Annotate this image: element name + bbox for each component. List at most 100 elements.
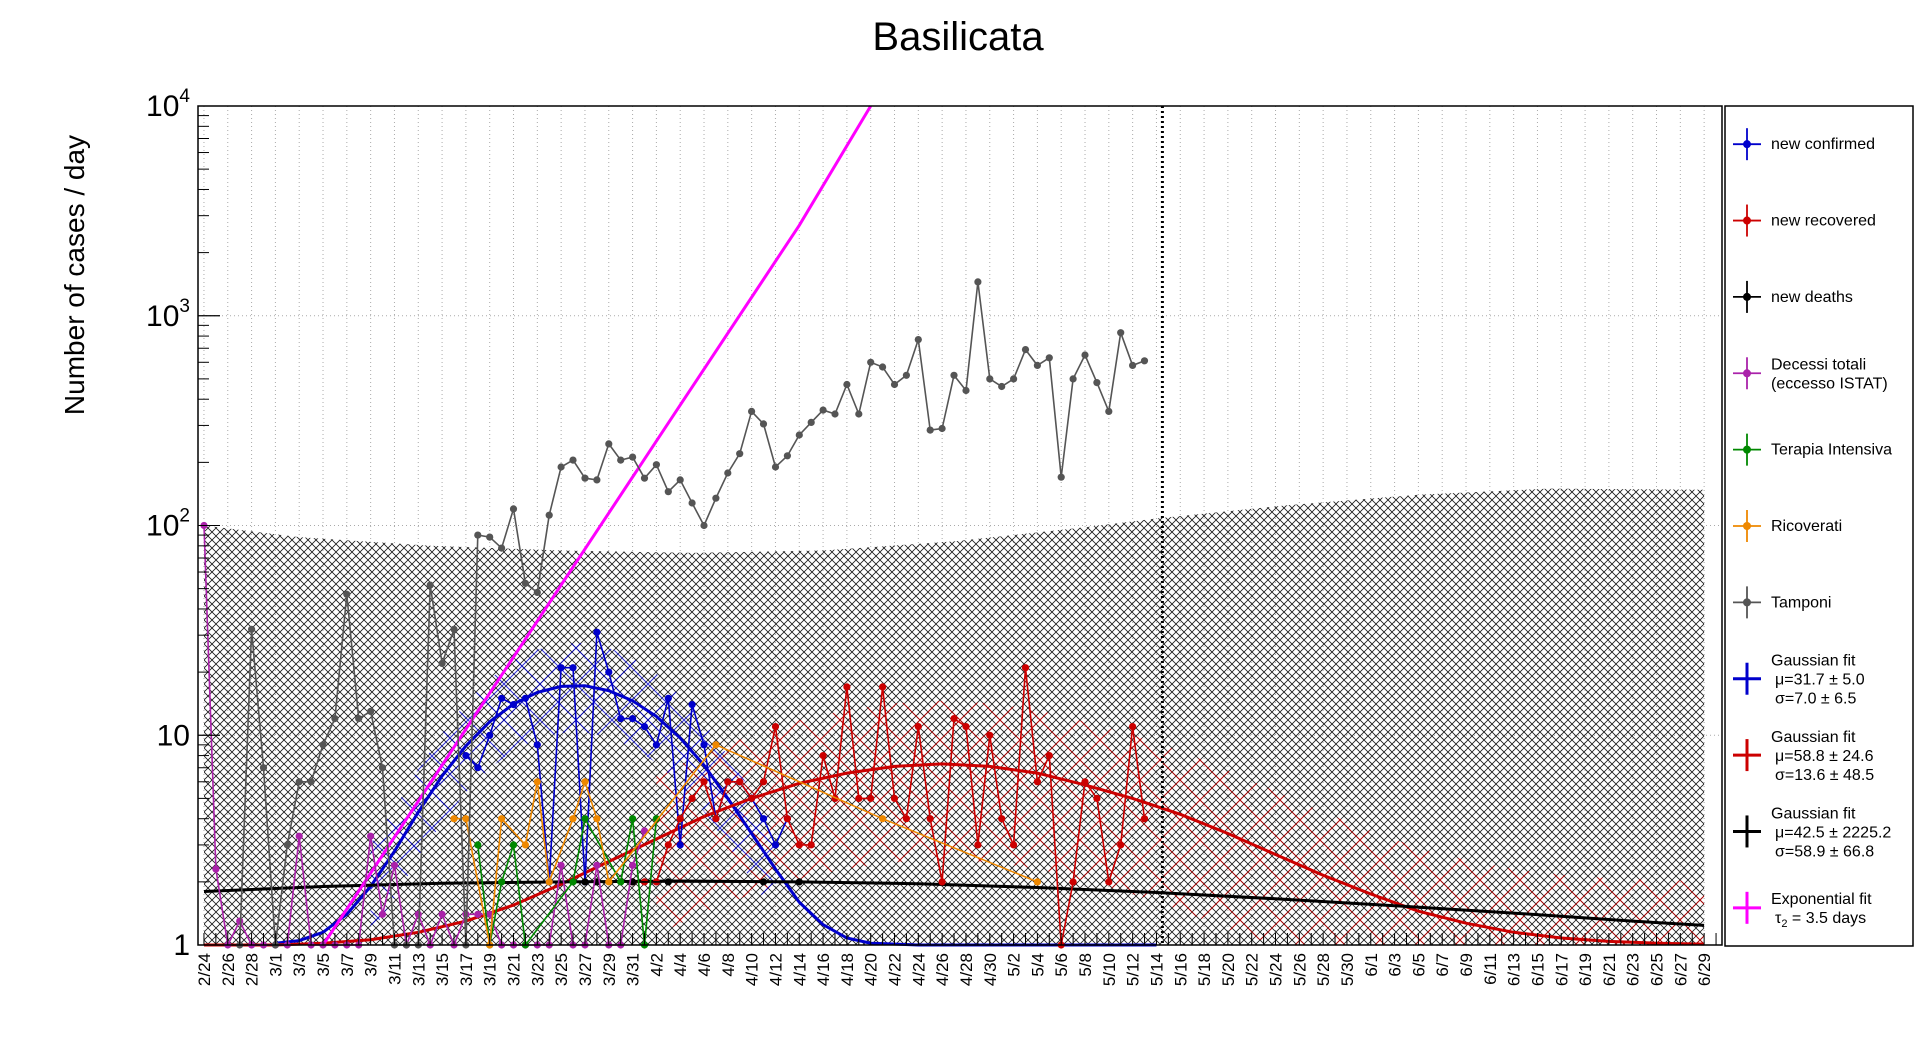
data-point [998,382,1006,391]
data-point [855,794,863,803]
data-point [295,778,303,786]
recovered-fit-band [656,700,1705,945]
data-point [629,861,637,869]
data-point [879,363,887,371]
data-point [795,878,803,886]
x-tick-label: 3/11 [386,953,405,985]
data-point [771,723,780,731]
data-point [617,715,625,723]
data-point [652,461,661,469]
data-point [426,581,434,589]
data-point [1021,346,1030,354]
data-point [1140,815,1149,823]
legend-label: Exponential fit [1771,891,1872,908]
data-point [795,841,803,849]
legend-label: σ=13.6 ± 48.5 [1775,767,1874,784]
x-tick-label: 5/16 [1171,953,1190,986]
data-point [688,499,696,507]
data-point [629,453,637,461]
data-point [664,488,672,496]
x-tick-label: 3/3 [290,953,309,977]
data-point [771,463,780,471]
x-tick-label: 3/7 [338,953,357,977]
data-point [1129,723,1137,731]
x-tick-label: 5/18 [1195,953,1214,986]
data-point [986,375,994,383]
x-tick-label: 6/1 [1362,953,1381,977]
data-point [652,815,661,823]
data-point [629,715,637,723]
data-point [533,588,541,597]
x-tick-label: 4/18 [838,953,857,986]
data-point [676,476,684,484]
data-point [283,841,291,849]
fit-curve [203,879,1705,927]
x-tick-label: 6/17 [1552,953,1571,986]
x-tick-label: 3/5 [314,953,333,977]
data-point [450,815,458,823]
data-point [748,794,756,803]
legend-label: μ=31.7 ± 5.0 [1775,672,1865,689]
x-tick-label: 3/17 [457,953,476,986]
data-point [1057,473,1065,481]
data-point [545,878,553,886]
legend-label: Gaussian fit [1771,729,1856,746]
data-point [295,832,303,840]
data-point [486,910,494,918]
legend-marker [1743,140,1751,149]
y-tick-exp: 4 [179,86,190,107]
x-tick-label: 4/30 [981,953,1000,986]
legend-tau-rest: = 3.5 days [1787,910,1866,927]
data-point [307,778,315,786]
data-point [867,794,875,803]
data-point [593,861,601,869]
data-point [807,841,815,849]
legend-marker [1743,369,1751,378]
data-point [998,815,1006,823]
x-tick-label: 5/30 [1338,953,1357,986]
data-point [486,731,494,739]
x-tick-label: 6/5 [1409,953,1428,977]
data-point [962,386,970,395]
x-tick-label: 5/22 [1243,953,1262,986]
x-tick-label: 3/25 [552,953,571,986]
data-point [783,815,792,823]
data-point [736,778,744,786]
legend-label: Terapia Intensiva [1771,442,1892,459]
data-point [843,380,851,389]
data-point [474,841,482,849]
legend-marker [1743,522,1751,530]
data-point [676,841,684,849]
x-tick-label: 4/24 [909,953,928,986]
data-point [498,815,506,823]
series-line [454,743,1038,946]
series-line [632,667,1146,946]
data-point [367,832,375,840]
x-tick-label: 5/14 [1148,953,1167,986]
fit-curves [203,105,1705,947]
x-tick-label: 6/7 [1433,953,1452,977]
data-point [569,664,577,672]
data-point [724,778,732,786]
x-tick-label: 6/25 [1648,953,1667,986]
data-point [343,590,351,598]
x-tick-label: 4/8 [719,953,738,977]
x-tick-label: 4/12 [767,953,786,986]
data-point [474,531,482,539]
data-point [212,865,220,873]
data-point [1129,361,1137,369]
data-point [1093,794,1101,803]
legend-label: μ=58.8 ± 24.6 [1775,748,1874,765]
x-tick-label: 4/4 [671,953,690,977]
x-tick-label: 4/6 [695,953,714,977]
data-point [569,878,577,886]
data-point [521,841,530,849]
data-point [498,878,506,886]
data-point [1033,361,1041,369]
data-point [521,579,530,587]
x-tick-label: 5/6 [1052,953,1071,977]
data-point [724,469,732,477]
data-point [759,815,768,823]
